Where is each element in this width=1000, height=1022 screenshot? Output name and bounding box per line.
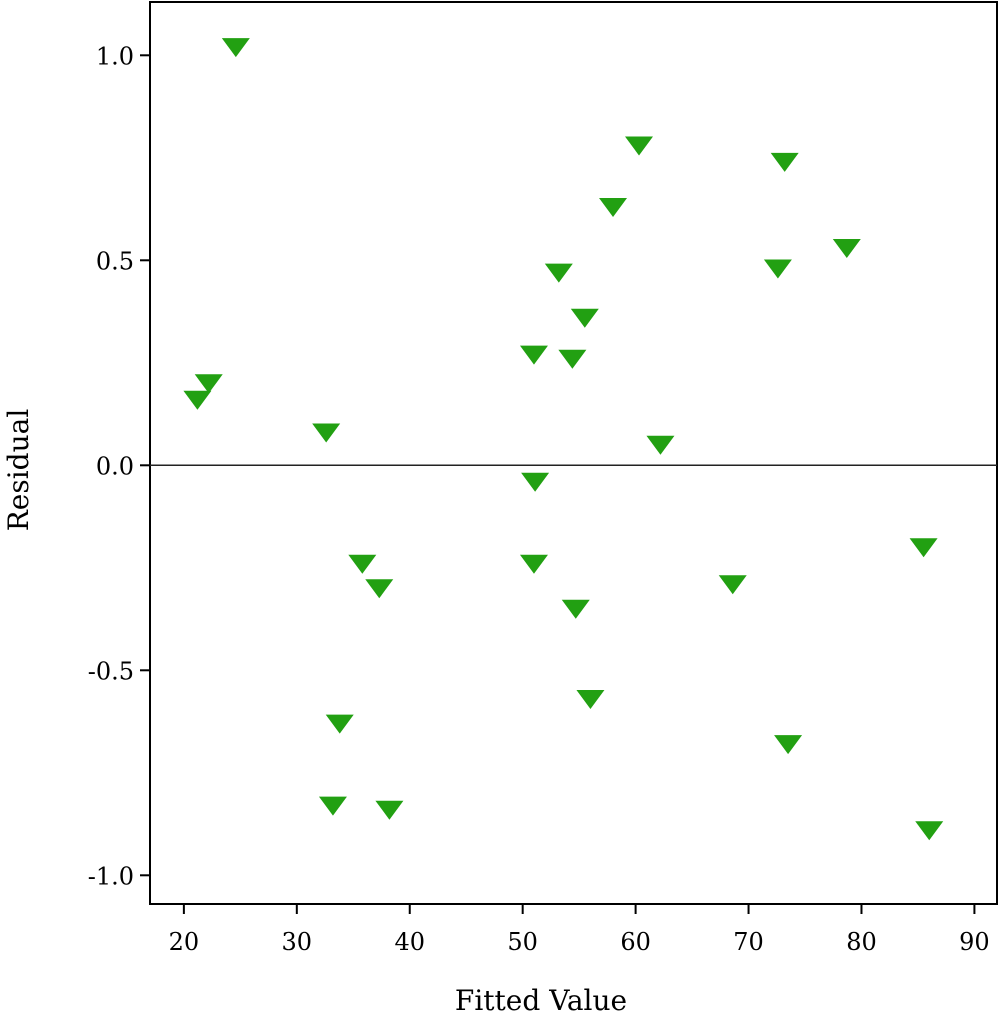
data-point <box>194 374 223 394</box>
data-point <box>183 390 212 410</box>
plot-area-frame <box>149 1 998 905</box>
y-tick-label: -0.5 <box>88 657 134 685</box>
x-tick-label: 60 <box>620 928 651 956</box>
data-point <box>348 554 377 574</box>
y-tick-label: 0.5 <box>96 247 134 275</box>
data-point <box>576 690 605 709</box>
data-point <box>909 538 938 558</box>
y-axis-title: Residual <box>2 409 35 532</box>
data-point <box>221 38 250 58</box>
x-tick-label: 30 <box>282 928 313 956</box>
data-point <box>318 796 347 816</box>
data-point <box>365 579 394 599</box>
x-axis: 20 30 40 50 60 70 80 90 <box>169 904 990 956</box>
data-point <box>544 263 573 283</box>
data-point <box>646 435 675 455</box>
data-point <box>375 800 404 820</box>
data-point <box>519 554 548 574</box>
data-point <box>718 575 747 595</box>
y-tick-label: 0.0 <box>96 452 134 480</box>
data-point <box>832 239 861 258</box>
data-point <box>521 472 550 492</box>
x-tick-label: 80 <box>846 928 877 956</box>
data-point <box>774 735 803 755</box>
x-tick-label: 90 <box>959 928 990 956</box>
data-point <box>558 349 587 369</box>
y-tick-label: 1.0 <box>96 42 134 70</box>
y-tick-label: -1.0 <box>88 862 134 890</box>
data-point <box>599 198 628 217</box>
y-axis: 1.0 0.5 0.0 -0.5 -1.0 <box>88 42 150 890</box>
data-point <box>625 136 654 156</box>
x-tick-label: 40 <box>394 928 425 956</box>
x-tick-label: 50 <box>507 928 538 956</box>
data-point <box>915 821 944 841</box>
data-point <box>770 152 799 172</box>
data-point <box>325 714 354 734</box>
x-axis-title: Fitted Value <box>455 984 627 1017</box>
data-points <box>183 38 944 841</box>
data-point <box>570 308 599 328</box>
data-point <box>312 423 341 443</box>
data-point <box>763 259 792 279</box>
data-point <box>561 599 590 619</box>
x-tick-label: 70 <box>733 928 764 956</box>
x-tick-label: 20 <box>169 928 200 956</box>
data-point <box>519 345 548 365</box>
